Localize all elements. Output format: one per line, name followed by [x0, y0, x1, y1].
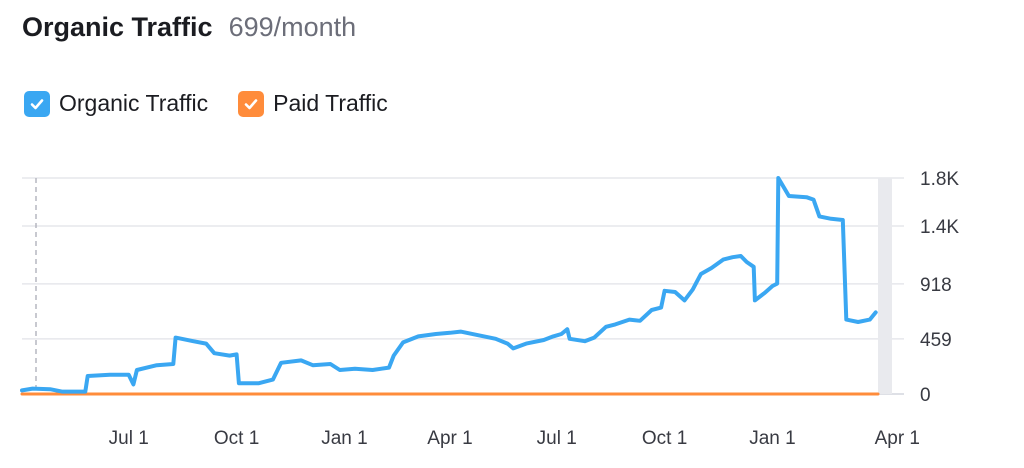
chart-legend: Organic Traffic Paid Traffic	[24, 90, 388, 117]
y-tick-label: 1.4K	[920, 217, 959, 238]
series-line-organic-traffic	[20, 176, 878, 394]
y-tick-label: 918	[920, 275, 952, 296]
paid-traffic-checkbox[interactable]	[238, 90, 265, 117]
x-tick-label: Oct 1	[214, 428, 259, 449]
legend-item-organic-traffic[interactable]: Organic Traffic	[24, 90, 208, 117]
y-tick-label: 459	[920, 330, 952, 351]
current-period-shade	[878, 178, 892, 394]
chart-title: Organic Traffic	[22, 12, 213, 42]
x-axis-ticks: Jul 1 Oct 1 Jan 1 Apr 1 Jul 1 Oct 1 Jan 1 Apr 1	[109, 428, 920, 449]
x-tick-label: Apr 1	[427, 428, 472, 449]
y-tick-label: 1.8K	[920, 169, 959, 190]
legend-item-paid-traffic[interactable]: Paid Traffic	[238, 90, 388, 117]
check-icon	[244, 98, 258, 109]
chart-series	[20, 176, 880, 396]
chart-subtitle: 699/month	[228, 12, 357, 42]
check-icon	[30, 98, 44, 109]
x-tick-label: Jan 1	[749, 428, 795, 449]
y-axis-ticks: 0 459 918 1.4K 1.8K	[920, 169, 959, 406]
chart-header: Organic Traffic 699/month	[22, 12, 356, 43]
x-tick-label: Oct 1	[642, 428, 687, 449]
organic-traffic-checkbox[interactable]	[24, 90, 50, 117]
x-tick-label: Jan 1	[321, 428, 367, 449]
y-tick-label: 0	[920, 385, 931, 406]
legend-label-paid-traffic: Paid Traffic	[273, 90, 388, 116]
x-tick-label: Jul 1	[109, 428, 149, 449]
x-tick-label: Apr 1	[875, 428, 920, 449]
x-tick-label: Jul 1	[537, 428, 577, 449]
legend-label-organic-traffic: Organic Traffic	[59, 90, 209, 116]
